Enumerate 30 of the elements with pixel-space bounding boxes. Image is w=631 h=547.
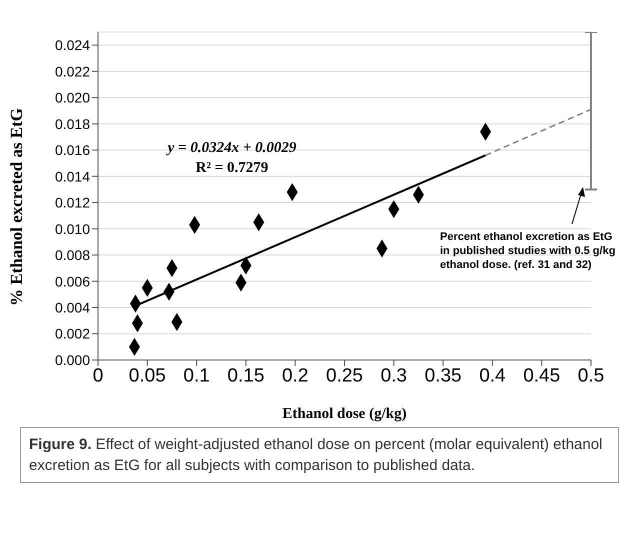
y-tick-label: 0.012 (54, 194, 90, 211)
x-tick-label: 0.1 (183, 365, 210, 386)
y-axis-title: % Ethanol excreted as EtG (7, 108, 26, 306)
y-tick-label: 0.024 (54, 37, 90, 54)
annotation: y = 0.0324x + 0.0029 (166, 140, 297, 156)
x-tick-label: 0.25 (326, 365, 363, 386)
y-tick-label: 0.008 (54, 247, 90, 264)
y-tick-label: 0.020 (54, 90, 90, 106)
y-tick-label: 0.000 (54, 352, 90, 368)
annotation: R² = 0.7279 (196, 160, 268, 176)
annotation: Percent ethanol excretion as EtG in published studies with 0.5 g/kg ethanol dose. (ref. 31 and 32) (440, 230, 616, 272)
y-tick-label: 0.010 (54, 220, 90, 237)
x-tick-label: 0 (92, 365, 104, 386)
y-tick-label: 0.004 (54, 299, 90, 316)
x-axis-title: Ethanol dose (g/kg) (282, 406, 407, 422)
y-tick-label: 0.014 (54, 168, 90, 184)
y-tick-label: 0.018 (54, 116, 90, 132)
y-tick-label: 0.016 (54, 142, 90, 158)
x-tick-label: 0.5 (578, 365, 604, 386)
x-tick-label: 0.05 (128, 365, 166, 386)
x-tick-label: 0.45 (523, 365, 560, 386)
caption: Figure 9. Effect of weight-adjusted ethanol dose on percent (molar equivalent) ethanol excretion as EtG for all subjects with comparison to published data. (20, 427, 619, 483)
x-tick-label: 0.2 (282, 365, 308, 386)
y-tick-label: 0.022 (54, 63, 90, 80)
y-tick-label: 0.002 (54, 326, 90, 342)
y-tick-label: 0.006 (54, 273, 90, 290)
x-tick-label: 0.35 (424, 365, 462, 386)
x-tick-label: 0.15 (227, 365, 264, 386)
x-tick-label: 0.4 (479, 365, 506, 386)
x-tick-label: 0.3 (380, 365, 408, 386)
